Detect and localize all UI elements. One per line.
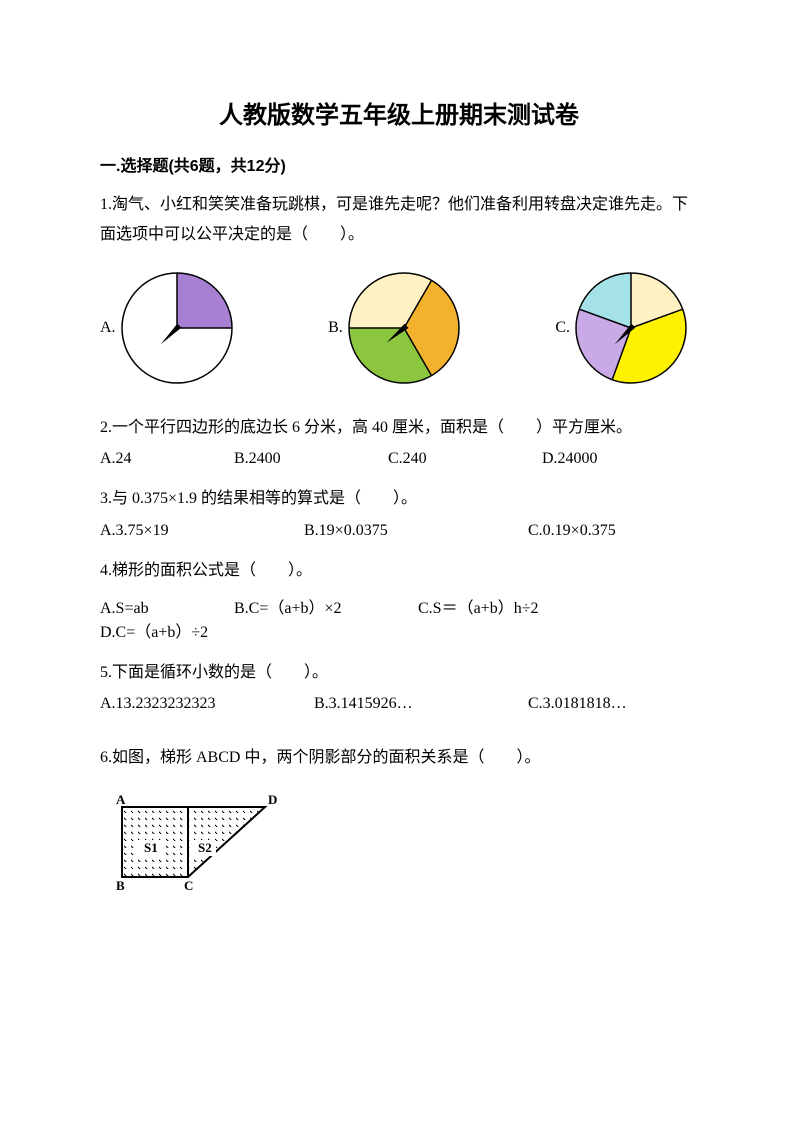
question-3-options: A.3.75×19 B.19×0.0375 C.0.19×0.375 — [100, 522, 698, 540]
svg-text:D: D — [268, 792, 277, 807]
spinner-C-wrapper: C. — [555, 271, 688, 385]
q3-option-C: C.0.19×0.375 — [528, 522, 616, 540]
question-6: 6.如图，梯形 ABCD 中，两个阴影部分的面积关系是（ ）。 — [100, 743, 698, 773]
q4-option-D: D.C=（a+b）÷2 — [100, 618, 208, 642]
question-1: 1.淘气、小红和笑笑准备玩跳棋，可是谁先走呢？他们准备利用转盘决定谁先走。下面选… — [100, 190, 698, 251]
spinner-B-label: B. — [328, 319, 343, 337]
question-3: 3.与 0.375×1.9 的结果相等的算式是（ ）。 — [100, 486, 698, 512]
q5-option-C: C.3.0181818… — [528, 695, 627, 713]
q4-option-A: A.S=ab — [100, 600, 230, 618]
q5-option-A: A.13.2323232323 — [100, 695, 310, 713]
q2-option-D: D.24000 — [542, 450, 598, 468]
question-6-figure: A D B C S1 S2 — [110, 792, 698, 892]
q3-option-B: B.19×0.0375 — [304, 522, 524, 540]
svg-text:B: B — [116, 878, 125, 892]
spinner-B-svg — [347, 271, 461, 385]
spinner-C-label: C. — [555, 319, 570, 337]
q3-option-A: A.3.75×19 — [100, 522, 300, 540]
spinner-A-wrapper: A. — [100, 271, 234, 385]
q2-option-A: A.24 — [100, 450, 230, 468]
q4-option-B: B.C=（a+b）×2 — [234, 594, 414, 618]
question-5: 5.下面是循环小数的是（ ）。 — [100, 660, 698, 686]
exam-page: 人教版数学五年级上册期末测试卷 一.选择题(共6题，共12分) 1.淘气、小红和… — [0, 0, 793, 942]
question-1-text: 1.淘气、小红和笑笑准备玩跳棋，可是谁先走呢？他们准备利用转盘决定谁先走。下面选… — [100, 196, 688, 243]
svg-text:A: A — [116, 792, 126, 807]
question-2-options: A.24 B.2400 C.240 D.24000 — [100, 450, 698, 468]
spinner-A-svg — [120, 271, 234, 385]
question-4-options: A.S=ab B.C=（a+b）×2 C.S＝（a+b）h÷2 D.C=（a+b… — [100, 594, 698, 642]
svg-text:S1: S1 — [144, 840, 158, 855]
spinner-A-label: A. — [100, 319, 116, 337]
question-1-spinners: A. B. C. — [100, 271, 698, 385]
section-1-header: 一.选择题(共6题，共12分) — [100, 152, 698, 176]
question-4-text: 4.梯形的面积公式是（ ）。 — [100, 562, 312, 579]
page-title: 人教版数学五年级上册期末测试卷 — [100, 95, 698, 130]
spinner-C-svg — [574, 271, 688, 385]
q4-option-C: C.S＝（a+b）h÷2 — [418, 594, 618, 618]
question-4: 4.梯形的面积公式是（ ）。 — [100, 558, 698, 584]
q5-option-B: B.3.1415926… — [314, 695, 524, 713]
question-3-text: 3.与 0.375×1.9 的结果相等的算式是（ ）。 — [100, 490, 417, 507]
svg-text:S2: S2 — [198, 840, 212, 855]
question-2-text: 2.一个平行四边形的底边长 6 分米，高 40 厘米，面积是（ ）平方厘米。 — [100, 419, 632, 436]
question-5-options: A.13.2323232323 B.3.1415926… C.3.0181818… — [100, 695, 698, 713]
question-2: 2.一个平行四边形的底边长 6 分米，高 40 厘米，面积是（ ）平方厘米。 — [100, 415, 698, 441]
q2-option-C: C.240 — [388, 450, 538, 468]
question-5-text: 5.下面是循环小数的是（ ）。 — [100, 664, 328, 681]
question-6-text: 6.如图，梯形 ABCD 中，两个阴影部分的面积关系是（ ）。 — [100, 749, 540, 766]
q2-option-B: B.2400 — [234, 450, 384, 468]
svg-text:C: C — [184, 878, 193, 892]
spinner-B-wrapper: B. — [328, 271, 461, 385]
